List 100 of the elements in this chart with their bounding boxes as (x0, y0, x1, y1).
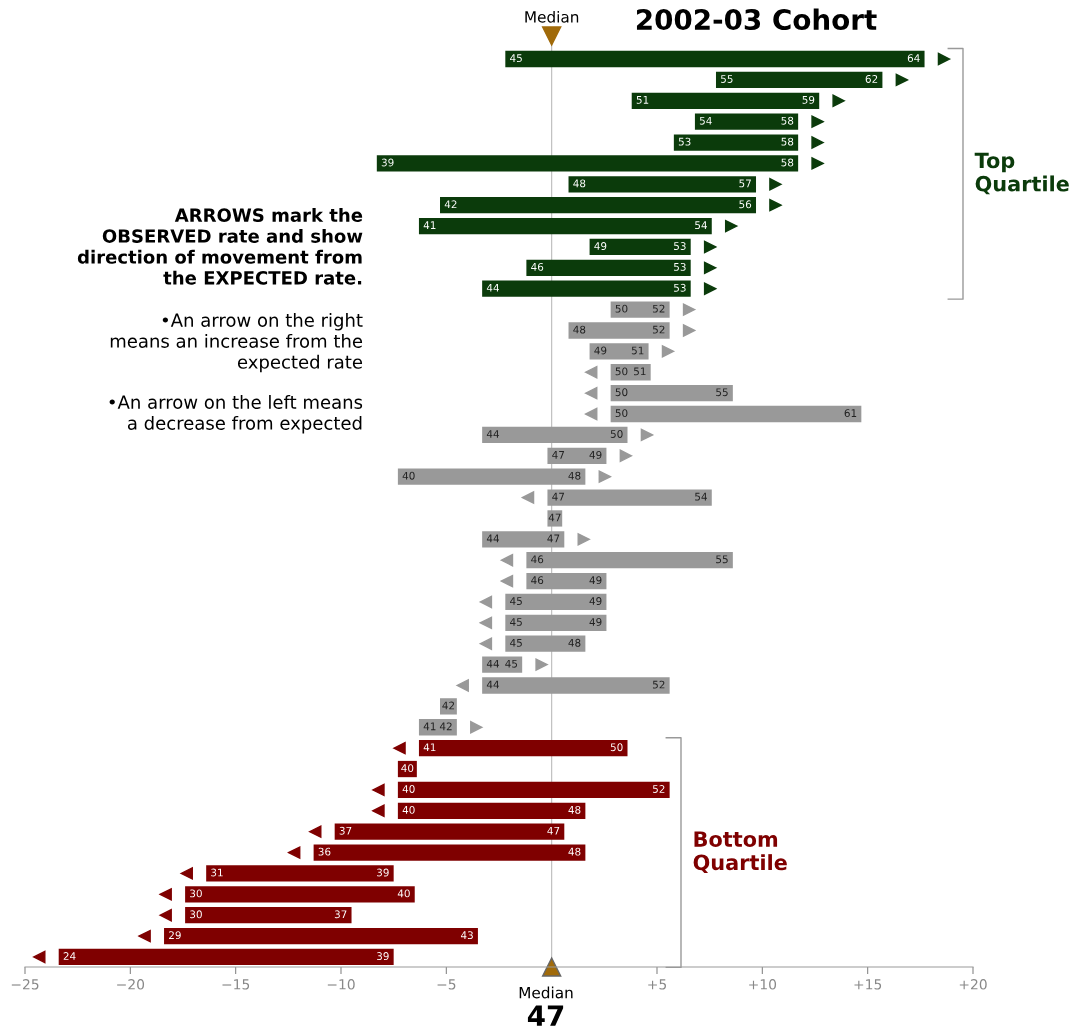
text: 47 (547, 534, 560, 543)
x-tick-label: −5 (437, 979, 456, 990)
text: 44 (486, 430, 500, 438)
text: 48 (573, 179, 586, 188)
bar (206, 865, 394, 882)
text: 42 (439, 722, 452, 731)
text: 64 (907, 54, 920, 63)
text: 45 (510, 639, 522, 647)
bar (505, 635, 586, 652)
text: 48 (573, 325, 586, 334)
bar (547, 489, 712, 506)
bar (418, 217, 712, 235)
text: 51 (631, 346, 644, 355)
annotation: ARROWS mark the OBSERVED rate and show direction of movement from the EXPECTED rate. (77, 208, 363, 285)
text: 49 (589, 576, 602, 585)
text: 41 (423, 743, 436, 752)
text: 57 (739, 179, 751, 188)
text: 53 (678, 137, 691, 146)
bar (482, 531, 565, 548)
text: 47 (552, 492, 565, 501)
text: 53 (674, 242, 686, 250)
bar (482, 426, 628, 444)
bar (505, 593, 607, 611)
text: 53 (674, 262, 686, 271)
x-tick-label: +5 (648, 979, 667, 990)
bar (376, 155, 799, 172)
x-tick-label: +20 (959, 979, 987, 990)
text: 30 (190, 889, 202, 898)
text: 50 (610, 430, 623, 438)
text: 49 (594, 242, 607, 250)
x-tick-label: −15 (222, 979, 250, 990)
text: 37 (339, 826, 352, 835)
bar (568, 322, 670, 339)
chart-title: 2002-03 Cohort (636, 8, 877, 31)
text: 45 (510, 597, 522, 605)
text: 24 (63, 952, 76, 960)
bar (610, 405, 862, 423)
text: 58 (781, 137, 794, 146)
text: 50 (615, 388, 628, 397)
text: 40 (397, 889, 410, 898)
text: 29 (169, 931, 181, 940)
bar (589, 343, 649, 360)
text: 48 (568, 471, 581, 480)
text: 52 (652, 785, 665, 793)
text: 45 (510, 618, 522, 626)
bar (631, 92, 820, 109)
text: 51 (634, 367, 646, 376)
text: 46 (531, 262, 544, 271)
text: 42 (442, 701, 455, 710)
text: 42 (444, 200, 457, 209)
text: 50 (615, 409, 628, 418)
text: 45 (505, 659, 518, 668)
text: 47 (548, 513, 561, 522)
text: 61 (844, 409, 857, 418)
text: 39 (376, 868, 389, 877)
text: 40 (402, 471, 415, 480)
annotation: •An arrow on the right means an increase from the expected rate (110, 313, 363, 373)
bar (397, 802, 586, 819)
text: 54 (699, 116, 712, 125)
bar (505, 614, 607, 631)
text: 44 (486, 534, 500, 543)
text: 52 (652, 680, 665, 689)
bar (526, 259, 691, 276)
text: 50 (615, 304, 628, 313)
bar (547, 447, 607, 464)
bar (313, 844, 586, 861)
text: 41 (423, 221, 436, 229)
text: 49 (589, 617, 602, 626)
text: 44 (486, 659, 500, 668)
bar (418, 740, 628, 757)
bar (185, 886, 415, 903)
text: 44 (486, 284, 500, 292)
text: 50 (610, 743, 623, 752)
text: 59 (802, 95, 815, 104)
bar (185, 907, 352, 924)
text: 47 (527, 1005, 564, 1026)
bar (505, 50, 925, 68)
text: 46 (531, 555, 544, 564)
text: 49 (589, 450, 602, 459)
text: Median (519, 986, 573, 999)
text: 39 (376, 952, 389, 960)
bar (58, 948, 394, 966)
annotation: Bottom Quartile (693, 831, 787, 874)
text: 49 (594, 346, 607, 355)
text: 48 (568, 638, 581, 647)
bar (715, 71, 883, 89)
text: 55 (716, 555, 728, 564)
bar (673, 134, 799, 151)
text: 52 (652, 304, 665, 313)
text: 56 (739, 200, 752, 209)
x-tick-label: +15 (854, 979, 882, 990)
bar (526, 552, 733, 569)
bar (440, 197, 757, 214)
text: 31 (211, 868, 223, 877)
bar (164, 927, 478, 945)
text: 40 (401, 764, 414, 773)
text: 48 (568, 847, 581, 856)
bar (610, 384, 733, 402)
bar (610, 364, 651, 381)
text: Top Quartile (974, 152, 1069, 195)
